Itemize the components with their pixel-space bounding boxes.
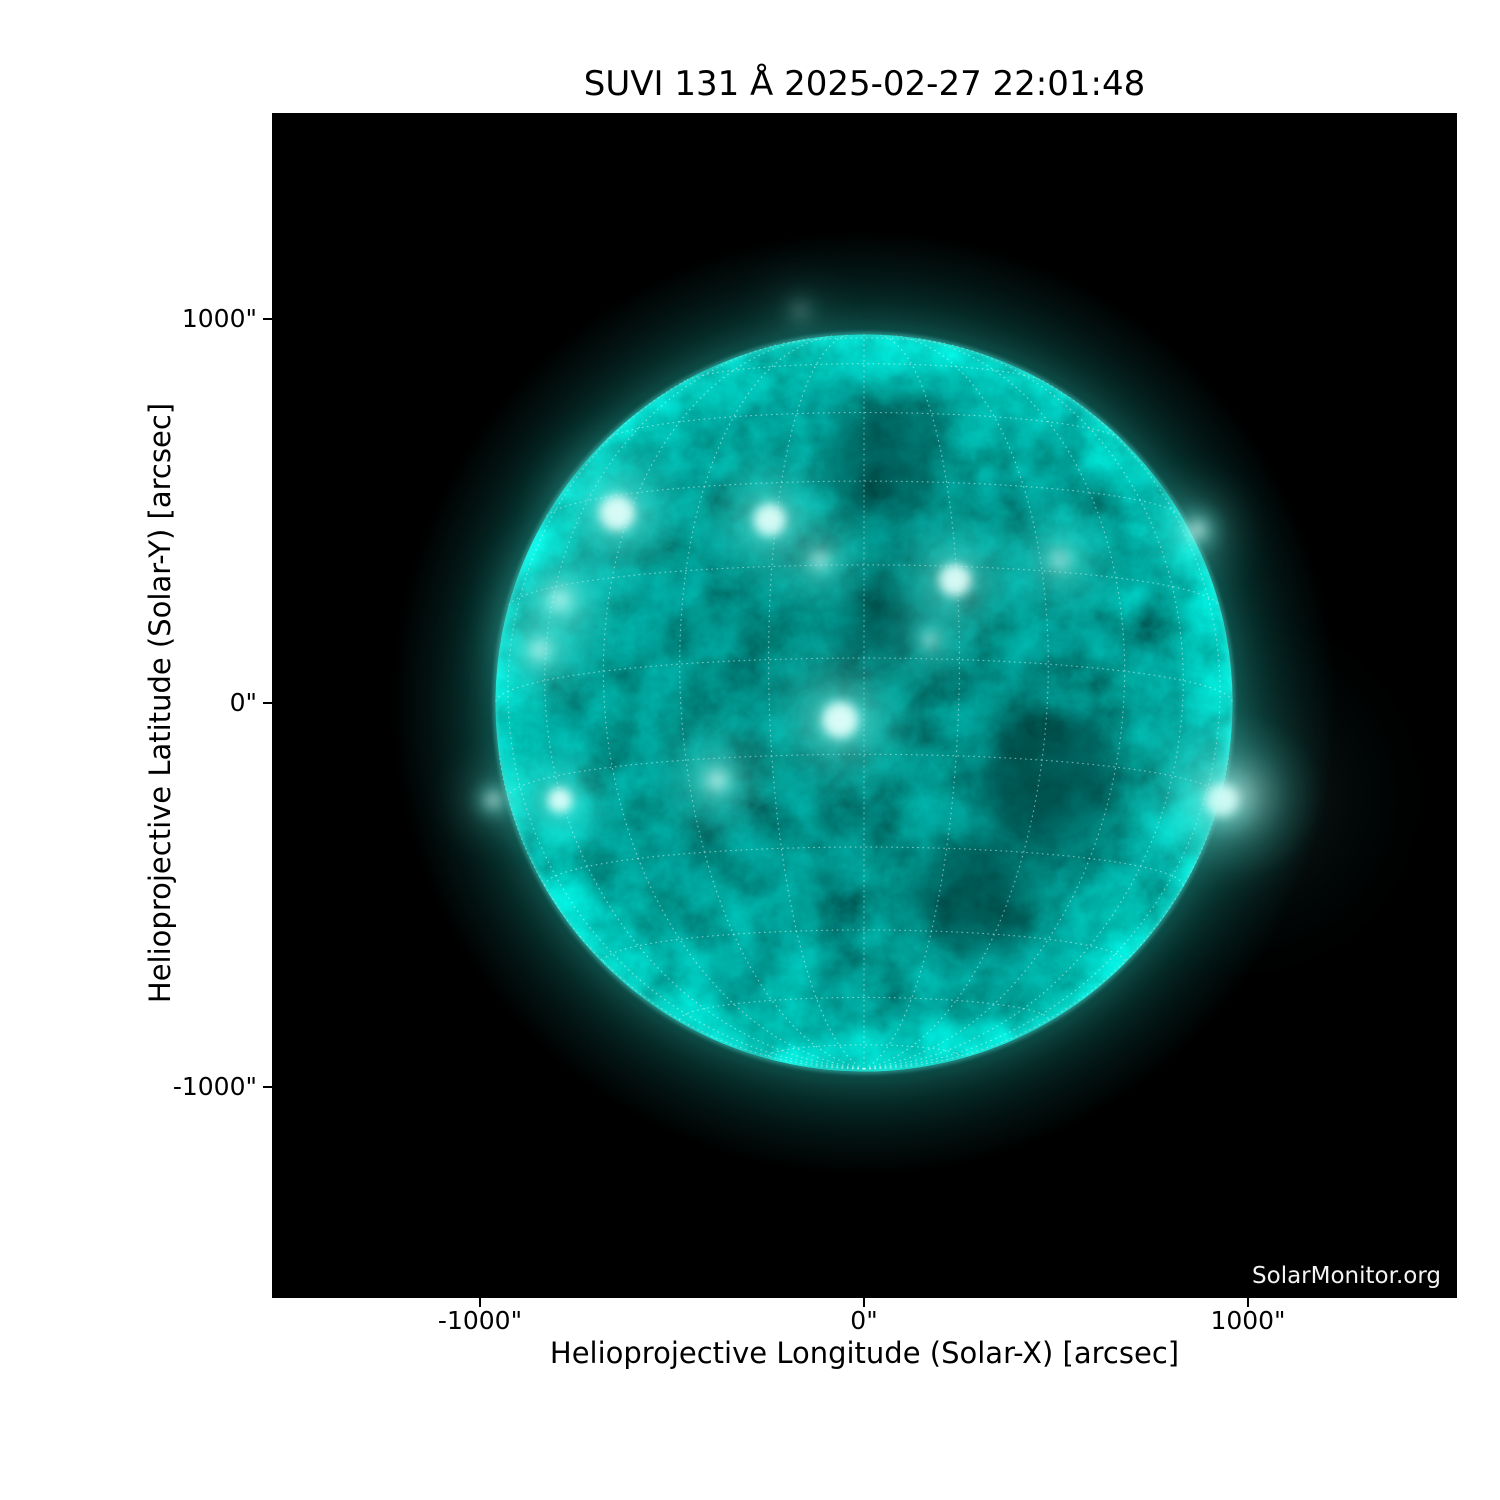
x-tick: [863, 1298, 865, 1307]
watermark: SolarMonitor.org: [1252, 1263, 1441, 1289]
y-tick-label: 0": [229, 688, 257, 717]
x-tick-label: 0": [850, 1306, 878, 1335]
y-tick-label: -1000": [172, 1072, 257, 1101]
plot-title: SUVI 131 Å 2025-02-27 22:01:48: [583, 64, 1146, 104]
y-tick-label: 1000": [181, 304, 257, 333]
plot-area: SolarMonitor.org: [272, 113, 1457, 1298]
solar-image: [392, 231, 1427, 1175]
x-tick-label: 1000": [1210, 1306, 1286, 1335]
y-tick: [263, 1086, 272, 1088]
y-tick: [263, 702, 272, 704]
y-tick: [263, 318, 272, 320]
x-axis-label: Helioprojective Longitude (Solar-X) [arc…: [549, 1336, 1180, 1370]
x-tick: [1247, 1298, 1249, 1307]
x-tick-label: -1000": [437, 1306, 523, 1335]
x-tick: [479, 1298, 481, 1307]
